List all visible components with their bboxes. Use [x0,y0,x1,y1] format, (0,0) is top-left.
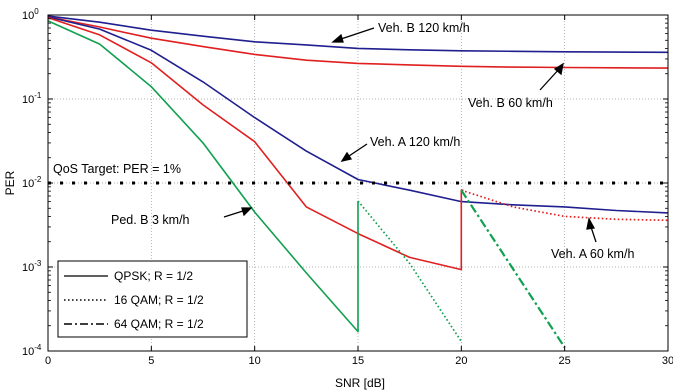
series-pedB3-16qam [357,200,463,342]
legend-label-16qam: 16 QAM; R = 1/2 [114,293,204,307]
annotation-qos-target: QoS Target: PER = 1% [53,162,181,176]
y-tick-label: 100 [22,7,39,22]
x-tick-label: 0 [45,355,51,367]
series-vehA120 [47,16,669,214]
series-pedB3-64qam [460,189,566,349]
series-lines [47,15,669,349]
arrowhead-veh-a-60 [586,217,596,230]
y-tick-label: 10-1 [22,91,42,106]
arrow-veh-b-60 [539,67,561,91]
axis-ticks [47,14,669,352]
series-vehA60-qpsk [47,16,464,271]
x-tick-label: 20 [455,355,467,367]
legend: QPSK; R = 1/2 16 QAM; R = 1/2 64 QAM; R … [57,260,248,338]
arrowhead-veh-b-60 [553,62,564,76]
annotation-ped-b-3: Ped. B 3 km/h [111,213,190,227]
legend-label-qpsk: QPSK; R = 1/2 [114,269,193,283]
annotation-veh-b-120: Veh. B 120 km/h [378,21,470,35]
series-vehB60 [47,16,669,69]
y-tick-label: 10-3 [22,259,42,274]
annotation-arrows [223,27,597,243]
x-tick-label: 5 [148,355,154,367]
series-vehB120 [47,15,669,54]
y-tick-label: 10-2 [22,175,42,190]
arrowhead-veh-b-120 [331,33,344,43]
annotation-veh-a-60: Veh. A 60 km/h [551,247,634,261]
arrowhead-veh-a-120 [340,151,353,162]
y-axis-label: PER [3,170,17,195]
series-pedB3-qpsk [47,20,359,333]
x-tick-label: 15 [352,355,364,367]
tick-labels: 0 5 10 15 20 25 30 100 10-1 10-2 10-3 10-4 [22,7,673,367]
legend-label-64qam: 64 QAM; R = 1/2 [114,317,204,331]
annotation-veh-a-120: Veh. A 120 km/h [370,135,460,149]
x-axis-label: SNR [dB] [335,376,385,390]
annotation-veh-b-60: Veh. B 60 km/h [468,96,553,110]
x-tick-label: 10 [249,355,261,367]
x-tick-label: 30 [662,355,673,367]
y-tick-label: 10-4 [22,343,42,358]
arrowhead-ped-b-3 [241,207,253,217]
legend-box [57,260,248,338]
series-vehA60-16qam [461,189,669,222]
arrow-veh-b-120 [337,27,375,41]
x-tick-label: 25 [559,355,571,367]
